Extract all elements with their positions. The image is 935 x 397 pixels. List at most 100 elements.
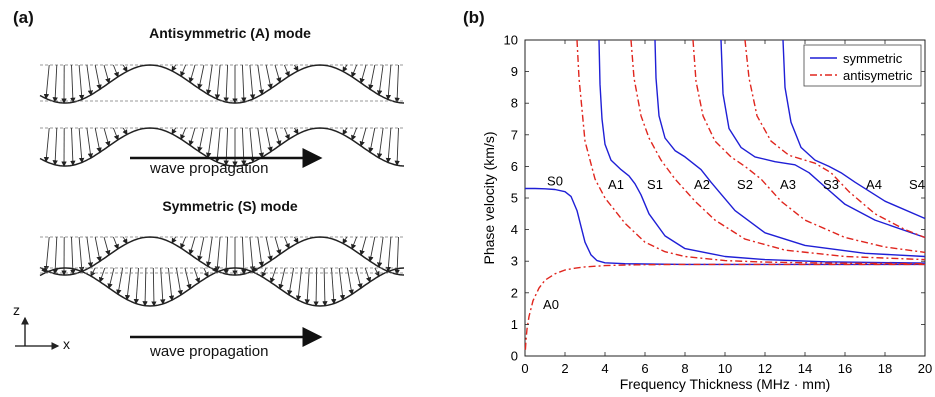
particle-motion-arrow (364, 267, 372, 283)
particle-motion-arrow (293, 127, 299, 135)
particle-motion-arrow (122, 127, 128, 136)
particle-motion-arrow (103, 64, 111, 84)
particle-motion-arrow (78, 127, 85, 164)
particle-motion-arrow (94, 236, 102, 263)
particle-motion-arrow (171, 127, 177, 135)
particle-motion-arrow (180, 236, 187, 250)
particle-motion-arrow (103, 127, 111, 147)
x-tick-label: 6 (641, 361, 648, 376)
particle-motion-arrow (223, 127, 229, 166)
curve-a0 (524, 263, 925, 350)
particle-motion-arrow (188, 127, 196, 147)
particle-motion-arrow (52, 127, 58, 166)
legend-label-symmetric: symmetric (843, 51, 903, 66)
curve-labels: S0 A1 S1 A2 S2 A3 S3 A4 S4 A0 (543, 174, 925, 312)
particle-motion-arrow (197, 64, 205, 90)
curve-s4 (782, 39, 926, 220)
particle-motion-arrow (368, 64, 376, 91)
particle-motion-arrow (90, 267, 96, 277)
particle-motion-arrow (70, 64, 76, 104)
particle-motion-arrow (203, 267, 209, 278)
wave-surface (39, 267, 405, 307)
particle-motion-arrow (304, 267, 310, 305)
particle-motion-arrow (368, 127, 376, 154)
particle-motion-arrow (151, 267, 157, 307)
curve-label-a1: A1 (608, 177, 624, 192)
particle-motion-arrow (385, 127, 392, 164)
particle-motion-arrow (112, 127, 119, 141)
particle-motion-arrow (257, 236, 265, 268)
particle-motion-arrow (322, 267, 328, 307)
wave-propagation-label-bottom: wave propagation (150, 343, 269, 360)
particle-motion-arrow (142, 267, 148, 307)
particle-motion-arrow (43, 64, 50, 100)
x-tick-label: 18 (878, 361, 892, 376)
legend-box (803, 44, 922, 87)
particle-motion-arrow (359, 236, 367, 256)
particle-motion-arrow (342, 64, 348, 73)
particle-motion-arrow (184, 267, 192, 290)
y-axis-label: Phase velocity (km/s) (481, 131, 497, 264)
axis-x-label: x (63, 336, 70, 352)
particle-motion-arrow (313, 267, 319, 307)
particle-motion-arrow (257, 127, 265, 159)
particle-motion-arrow (394, 64, 400, 104)
particle-motion-arrow (180, 64, 187, 78)
particle-motion-arrow (214, 127, 221, 163)
legend: symmetric antisymetric (803, 44, 922, 87)
particle-motion-arrow (188, 236, 196, 256)
particle-motion-arrow (241, 127, 247, 166)
particle-motion-arrow (283, 127, 290, 141)
dispersion-curves (524, 39, 926, 350)
particle-motion-arrow (193, 267, 201, 284)
particle-motion-arrow (214, 236, 221, 272)
particle-motion-arrow (283, 236, 290, 250)
y-tick-label: 9 (511, 64, 518, 79)
particle-motion-arrow (287, 267, 295, 296)
antisymmetric-lower-surface (39, 127, 405, 167)
x-tick-label: 12 (758, 361, 772, 376)
particle-motion-arrow (212, 266, 218, 273)
particle-motion-arrow (252, 266, 258, 273)
particle-motion-arrow (175, 267, 183, 296)
particle-motion-arrow (205, 64, 213, 96)
curve-s1 (598, 39, 926, 264)
particle-motion-arrow (107, 267, 115, 289)
particle-motion-arrow (338, 267, 346, 301)
mode-shape-diagram (15, 64, 405, 350)
curve-a1 (576, 39, 926, 265)
particle-motion-arrow (41, 267, 47, 274)
particle-motion-arrow (94, 64, 102, 91)
y-tick-label: 1 (511, 317, 518, 332)
particle-motion-arrow (355, 267, 363, 289)
particle-motion-arrow (223, 64, 229, 103)
wave-surface (39, 127, 405, 167)
antisymmetric-mode-title: Antisymmetric (A) mode (149, 25, 311, 41)
particle-motion-arrow (385, 236, 392, 273)
particle-motion-arrow (197, 127, 205, 153)
curve-a3 (692, 39, 926, 254)
curve-label-a4: A4 (866, 177, 882, 192)
particle-motion-arrow (160, 267, 166, 305)
particle-motion-arrow (330, 267, 337, 305)
y-axis-ticks: 0 1 2 3 4 5 6 7 8 9 10 (504, 33, 925, 364)
particle-motion-arrow (43, 127, 50, 163)
particle-motion-arrow (274, 236, 282, 256)
curve-label-s1: S1 (647, 177, 663, 192)
particle-motion-arrow (359, 64, 367, 84)
y-tick-label: 2 (511, 285, 518, 300)
y-tick-label: 0 (511, 349, 518, 364)
particle-motion-arrow (342, 236, 348, 245)
particle-motion-arrow (351, 64, 358, 78)
particle-motion-arrow (122, 236, 128, 245)
particle-motion-arrow (249, 64, 256, 100)
particle-motion-arrow (265, 64, 273, 90)
particle-motion-arrow (112, 236, 119, 250)
particle-motion-arrow (293, 236, 299, 244)
particle-motion-arrow (394, 127, 400, 167)
x-tick-label: 0 (521, 361, 528, 376)
particle-motion-arrow (103, 236, 111, 256)
particle-motion-arrow (78, 64, 85, 101)
particle-motion-arrow (376, 236, 384, 268)
x-tick-label: 14 (798, 361, 812, 376)
